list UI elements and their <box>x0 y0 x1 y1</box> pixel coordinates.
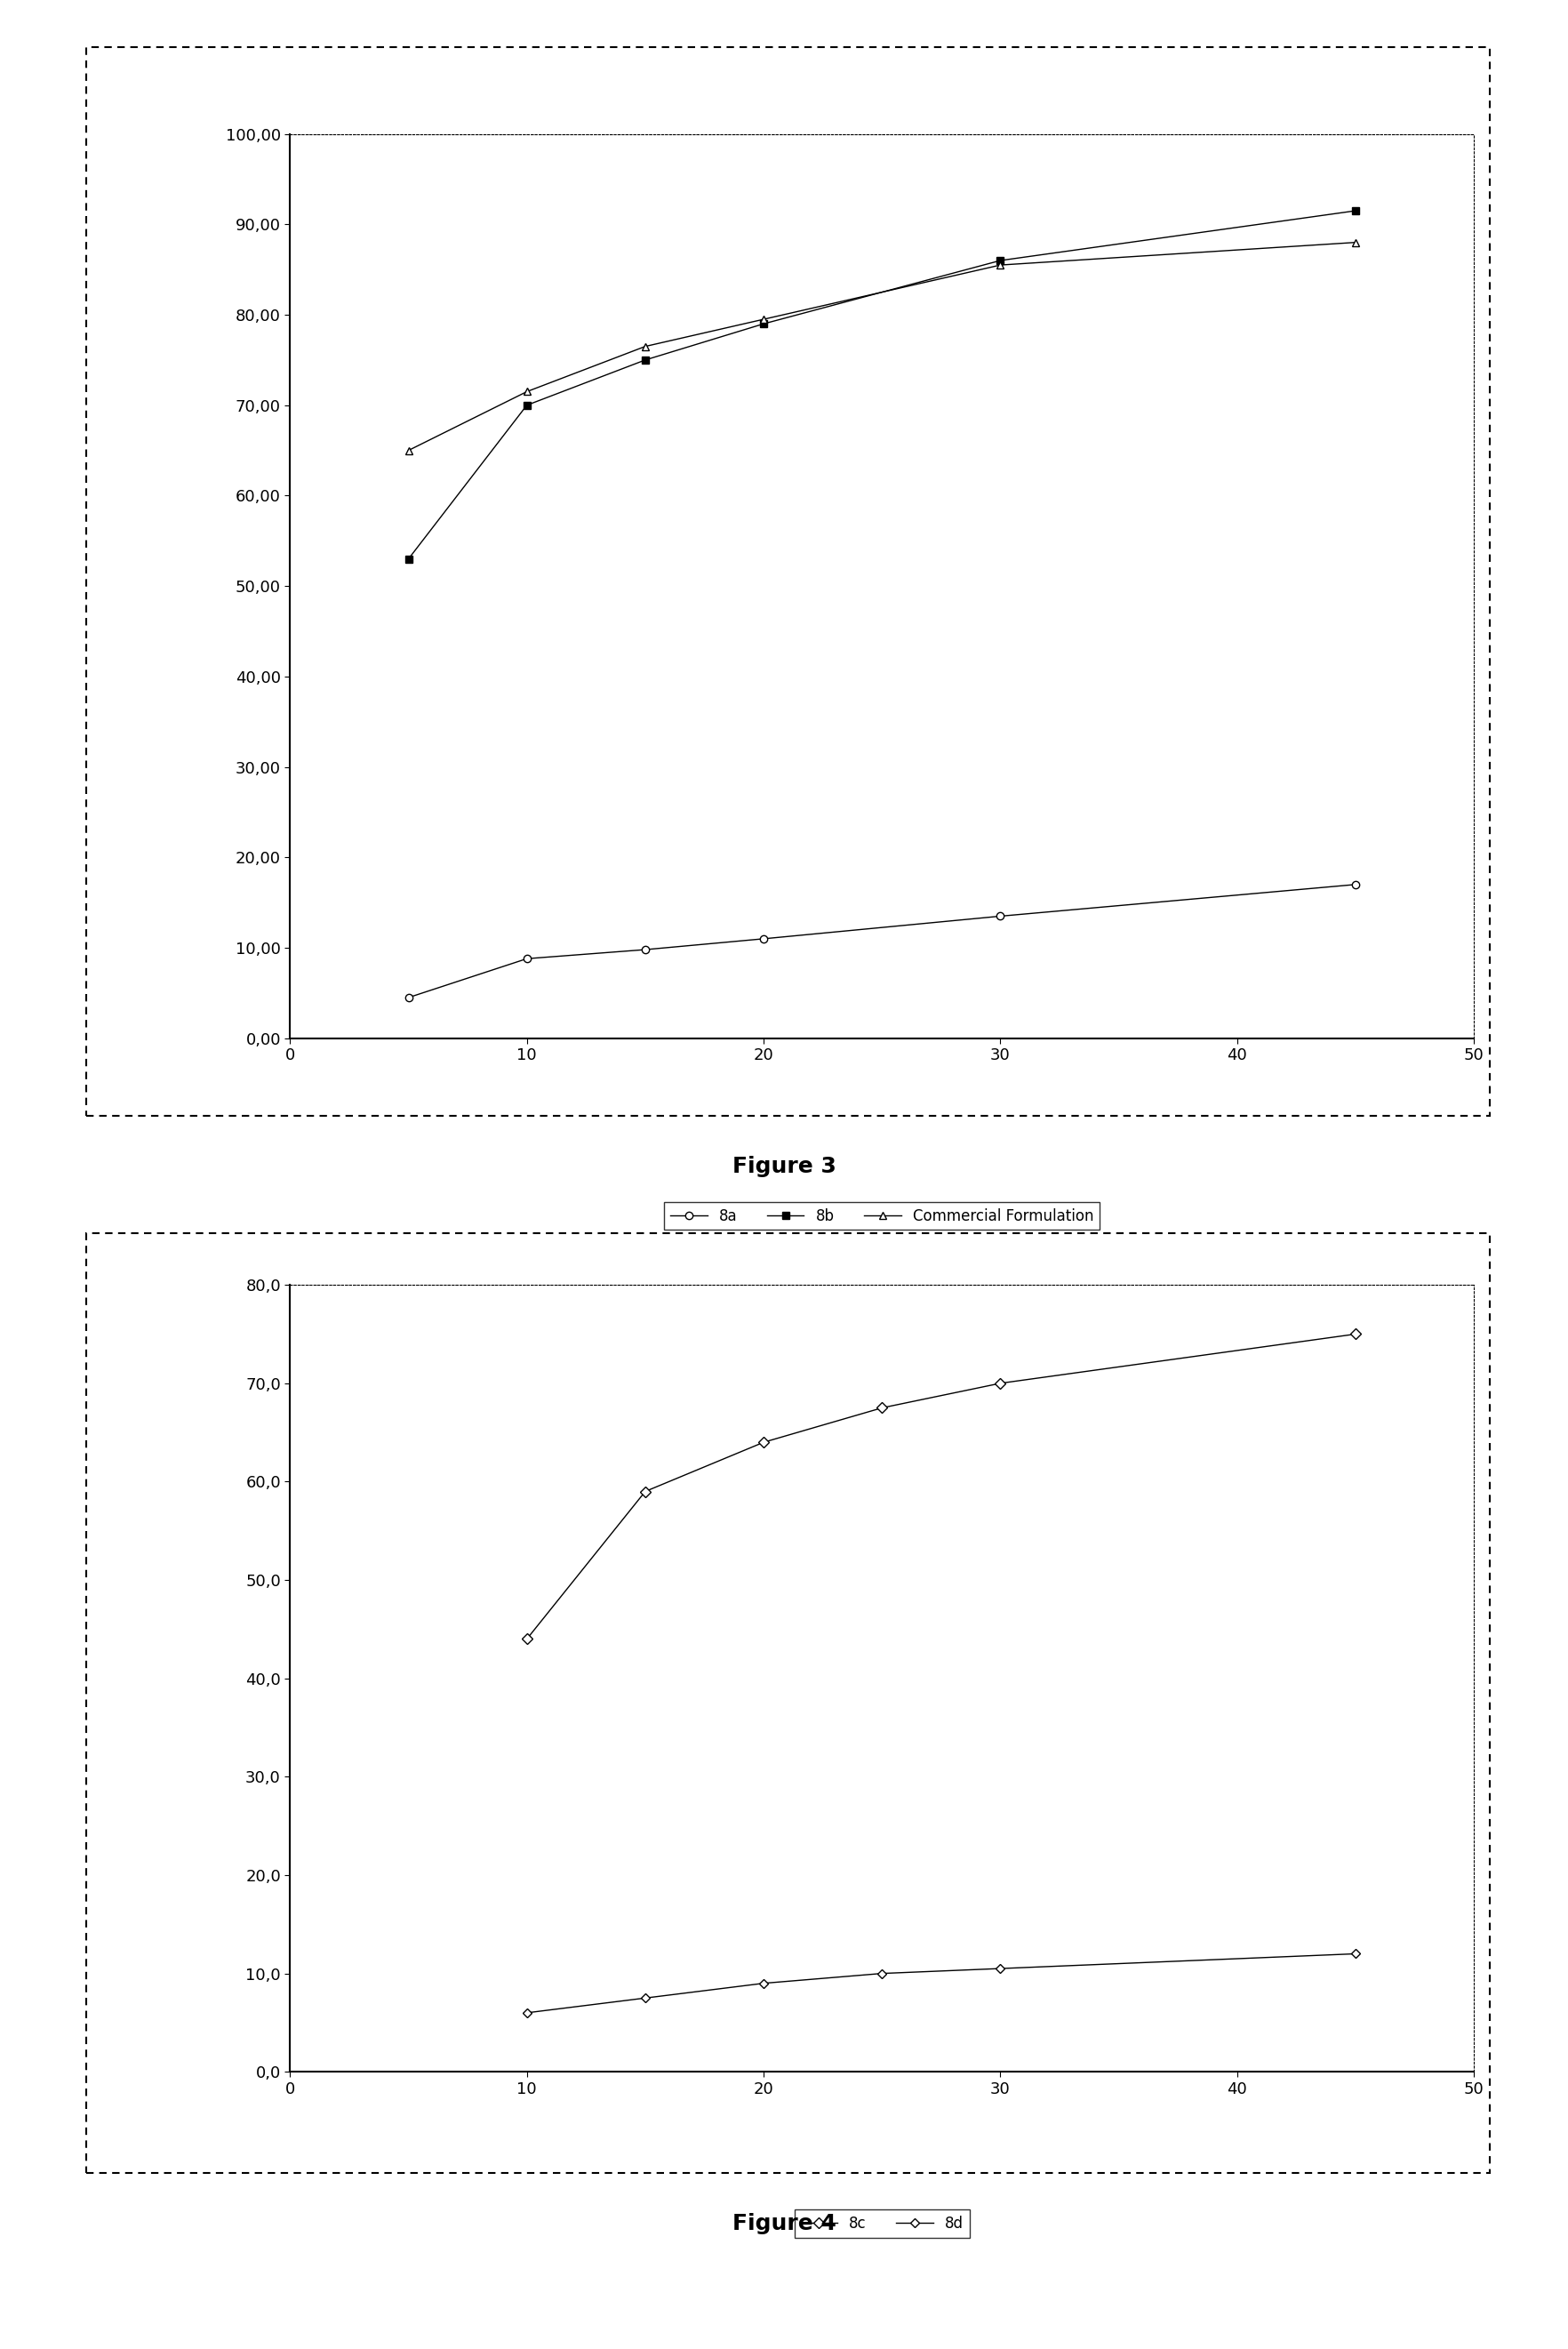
8c <box>872 1393 891 1421</box>
8d <box>1345 1940 1364 1968</box>
8a <box>991 902 1010 930</box>
Commercial Formulation <box>637 331 655 359</box>
Commercial Formulation <box>1345 228 1364 256</box>
Commercial Formulation <box>398 437 417 465</box>
8c <box>754 1428 773 1456</box>
8d <box>754 1968 773 1997</box>
8c <box>991 1369 1010 1398</box>
Text: Figure 3: Figure 3 <box>732 1156 836 1177</box>
Line: 8a: 8a <box>405 881 1359 1001</box>
8d <box>517 1999 536 2027</box>
Line: 8d: 8d <box>524 1950 1358 2015</box>
8b <box>637 345 655 373</box>
Line: Commercial Formulation: Commercial Formulation <box>405 240 1359 453</box>
Line: 8c: 8c <box>524 1330 1359 1642</box>
Commercial Formulation <box>517 378 536 406</box>
8a <box>517 944 536 972</box>
8b <box>517 390 536 418</box>
8d <box>637 1985 655 2013</box>
Commercial Formulation <box>754 305 773 334</box>
8b <box>991 247 1010 275</box>
8a <box>1345 871 1364 900</box>
8b <box>398 545 417 573</box>
8d <box>872 1959 891 1987</box>
Text: Figure 4: Figure 4 <box>732 2213 836 2234</box>
8c <box>1345 1320 1364 1348</box>
8c <box>637 1478 655 1506</box>
8d <box>991 1954 1010 1983</box>
8a <box>637 935 655 963</box>
8b <box>1345 197 1364 226</box>
Line: 8b: 8b <box>405 207 1359 564</box>
8a <box>398 984 417 1012</box>
8c <box>517 1626 536 1654</box>
Commercial Formulation <box>991 251 1010 280</box>
8a <box>754 926 773 954</box>
8b <box>754 310 773 338</box>
Legend: 8a, 8b, Commercial Formulation: 8a, 8b, Commercial Formulation <box>665 1203 1099 1231</box>
Legend: 8c, 8d: 8c, 8d <box>795 2210 969 2239</box>
